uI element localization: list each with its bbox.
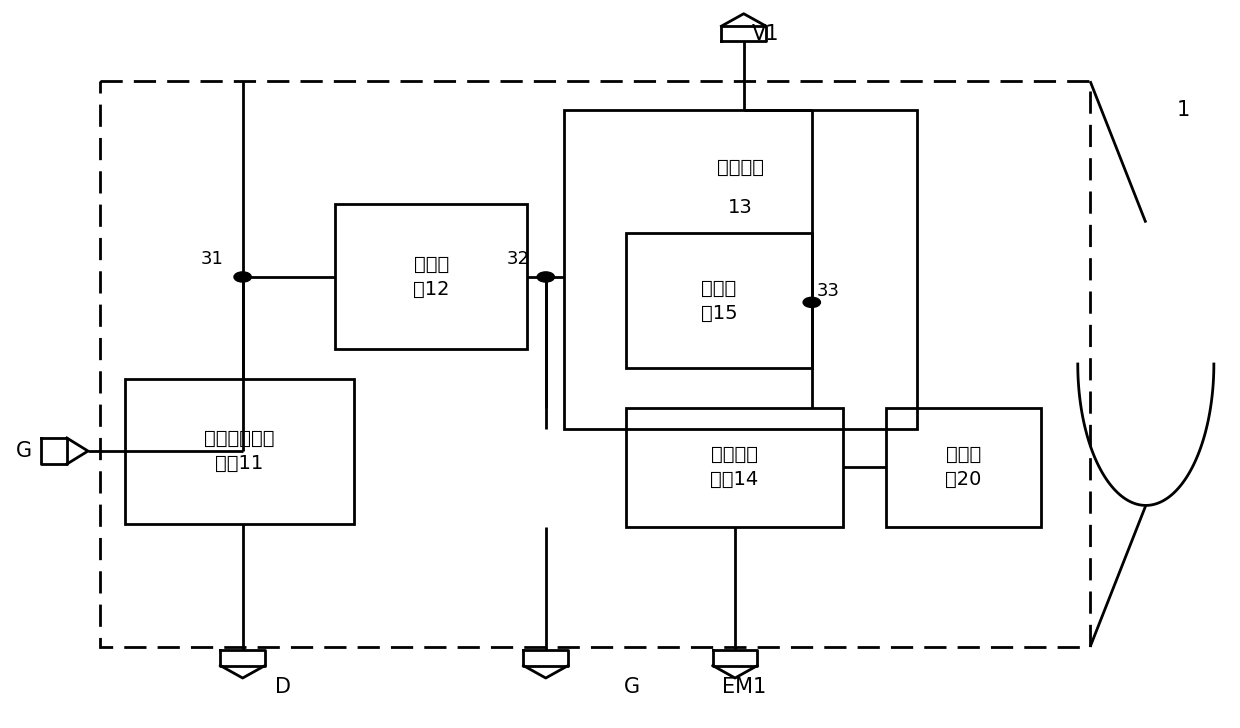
Text: 13: 13 xyxy=(728,198,753,217)
Text: 发光模
块20: 发光模 块20 xyxy=(945,446,982,489)
Bar xyxy=(100,81,1090,647)
Circle shape xyxy=(804,297,821,307)
Text: V1: V1 xyxy=(753,24,780,44)
Text: 存储模
块12: 存储模 块12 xyxy=(413,255,450,299)
Text: 31: 31 xyxy=(201,250,223,268)
Text: G: G xyxy=(624,677,640,697)
Bar xyxy=(626,408,843,527)
Circle shape xyxy=(537,272,554,282)
Text: 第一数据写入
模块11: 第一数据写入 模块11 xyxy=(205,429,275,473)
Text: 32: 32 xyxy=(507,250,529,268)
Text: 1: 1 xyxy=(1177,100,1189,120)
Text: 光敏模
块15: 光敏模 块15 xyxy=(701,279,738,323)
Text: 发光控制
模块14: 发光控制 模块14 xyxy=(711,446,759,489)
Text: EM1: EM1 xyxy=(722,677,766,697)
Bar xyxy=(125,379,353,523)
Bar xyxy=(336,205,527,349)
Text: G: G xyxy=(16,441,32,461)
Text: 驱动模块: 驱动模块 xyxy=(717,158,764,177)
Bar xyxy=(564,110,916,430)
Circle shape xyxy=(234,272,252,282)
Text: 33: 33 xyxy=(816,282,839,301)
Text: D: D xyxy=(275,677,291,697)
Bar xyxy=(626,234,812,368)
Bar xyxy=(887,408,1040,527)
